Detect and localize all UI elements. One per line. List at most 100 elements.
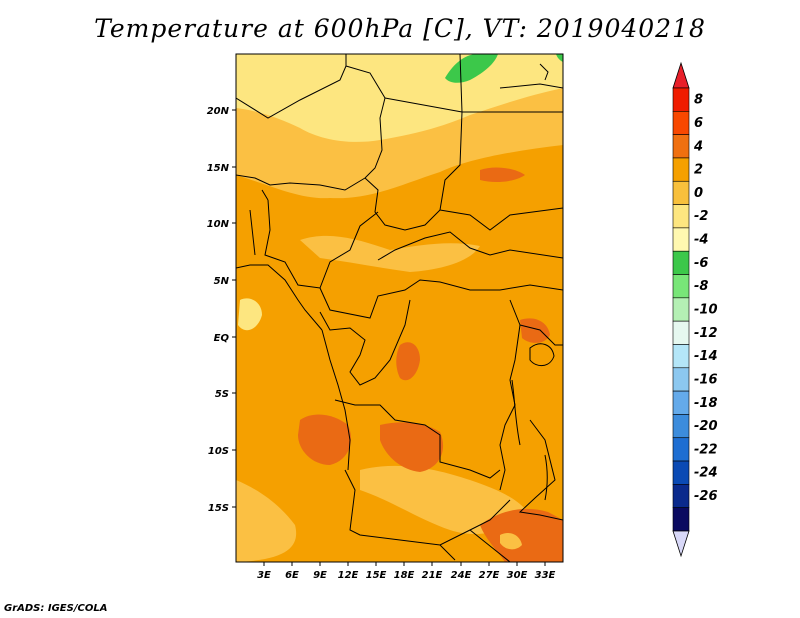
lon-label: 33E xyxy=(535,570,556,581)
colorbar-label: -8 xyxy=(694,279,708,294)
colorbar-segment xyxy=(672,414,690,439)
border-west-africa-coast xyxy=(321,329,351,471)
lon-label: 9E xyxy=(313,570,327,581)
border-nigeria-cameroon xyxy=(264,199,379,289)
lat-label: 10N xyxy=(207,219,230,230)
colorbar-label: -12 xyxy=(694,326,718,341)
colorbar-segment xyxy=(672,320,690,345)
border-south-sudan xyxy=(439,207,563,231)
colorbar-segment xyxy=(672,87,690,112)
field-hot-drc xyxy=(380,422,444,472)
colorbar-segment xyxy=(672,274,690,299)
border-car-chad xyxy=(377,231,563,261)
map-title: Temperature at 600hPa [C], VT: 201904021… xyxy=(94,14,706,43)
colorbar-label: -24 xyxy=(694,466,718,481)
colorbar-label: -18 xyxy=(694,396,718,411)
colorbar-label: 8 xyxy=(694,93,703,108)
colorbar-segment xyxy=(672,484,690,508)
colorbar-segment xyxy=(672,250,690,275)
field-hot-angola xyxy=(298,414,351,465)
colorbar-segments xyxy=(672,87,690,532)
colorbar-segment xyxy=(672,227,690,252)
lat-label: 10S xyxy=(208,446,229,457)
colorbar-label: -14 xyxy=(694,349,718,364)
lon-label: 18E xyxy=(394,570,415,581)
border-red-sea-coast xyxy=(499,83,563,89)
colorbar-top-arrow xyxy=(672,61,690,89)
lon-label: 27E xyxy=(479,570,500,581)
field-hot-sudan xyxy=(480,167,525,183)
colorbar-label: -22 xyxy=(694,442,718,457)
grads-credit: GrADS: IGES/COLA xyxy=(4,603,108,614)
field-light-south xyxy=(360,465,530,535)
map-frame xyxy=(235,53,564,563)
colorbar-labels: 8 6 4 2 0 -2 -4 -6 -8 -10 -12 -14 -16 -18 -20 -22 -24 -26 xyxy=(693,93,718,504)
lat-label: 20N xyxy=(207,106,230,117)
colorbar-segment xyxy=(672,134,690,159)
field-light-west xyxy=(300,235,480,272)
border-gabon-congo xyxy=(319,299,411,386)
colorbar-segment xyxy=(672,297,690,322)
lat-label: 15S xyxy=(208,503,229,514)
lon-label: 6E xyxy=(285,570,299,581)
border-lake-victoria xyxy=(529,343,555,366)
lon-label: 30E xyxy=(507,570,528,581)
lon-label: 3E xyxy=(257,570,271,581)
lat-label: 5N xyxy=(214,276,230,287)
colorbar-label: 0 xyxy=(694,186,703,201)
colorbar-label: -20 xyxy=(694,419,718,434)
border-gulf-of-guinea-coast xyxy=(236,264,323,331)
colorbar-segment xyxy=(672,437,690,462)
field-cool-egypt xyxy=(445,54,498,83)
field-pale-patch xyxy=(238,298,262,331)
border-zambia-south xyxy=(439,529,511,562)
country-borders xyxy=(236,54,563,562)
border-angola-namibia-zambia xyxy=(344,469,511,546)
colorbar-label: 2 xyxy=(694,163,703,178)
lat-label: 5S xyxy=(215,389,229,400)
lat-labels: 20N 15N 10N 5N EQ 5S 10S 15S xyxy=(207,106,230,514)
field-light-southwest xyxy=(236,480,297,562)
colorbar-bottom-arrow xyxy=(672,530,690,558)
border-kenya-uganda xyxy=(519,324,563,346)
colorbar-segment xyxy=(672,204,690,229)
border-benin-togo xyxy=(249,189,269,256)
field-hot-central xyxy=(396,342,420,381)
border-lake-tanganyika xyxy=(511,379,521,446)
colorbar-label: -26 xyxy=(694,489,718,504)
border-tanzania-mozambique xyxy=(518,419,563,521)
colorbar-segment xyxy=(672,367,690,392)
colorbar-segment xyxy=(672,111,690,135)
colorbar-segment xyxy=(672,460,690,485)
field-hot-east xyxy=(520,318,550,343)
field-hot-mozambique xyxy=(480,508,563,562)
border-niger-nigeria xyxy=(236,174,366,191)
border-nile-lake xyxy=(539,63,549,81)
colorbar-label: 4 xyxy=(693,139,703,154)
border-egypt-sudan xyxy=(459,54,563,113)
border-libya-sudan xyxy=(384,97,463,113)
field-pale-north xyxy=(236,54,563,142)
field-cool-northeast xyxy=(556,54,563,62)
colorbar-label: -2 xyxy=(694,209,708,224)
colorbar-label: -6 xyxy=(694,256,708,271)
colorbar-label: -4 xyxy=(694,233,708,248)
border-algeria-niger-libya xyxy=(236,65,386,179)
lon-label: 15E xyxy=(366,570,387,581)
lon-label: 24E xyxy=(451,570,472,581)
border-sudan-chad xyxy=(364,111,463,231)
colorbar-segment xyxy=(672,390,690,415)
colorbar-segment xyxy=(672,157,690,182)
lat-label: 15N xyxy=(207,163,230,174)
colorbar-label: 6 xyxy=(694,116,703,131)
axis-ticks xyxy=(232,109,546,566)
colorbar-segment xyxy=(672,180,690,205)
lat-label: EQ xyxy=(214,333,230,344)
colorbar-segment xyxy=(672,507,690,532)
colorbar-label: -10 xyxy=(694,303,718,318)
colorbar-segment xyxy=(672,344,690,369)
lon-labels: 3E 6E 9E 12E 15E 18E 21E 24E 27E 30E 33E xyxy=(257,570,555,581)
lon-label: 21E xyxy=(422,570,443,581)
colorbar: 8 6 4 2 0 -2 -4 -6 -8 -10 -12 -14 -16 -18 -20 -22 -24 -26 xyxy=(672,61,718,558)
